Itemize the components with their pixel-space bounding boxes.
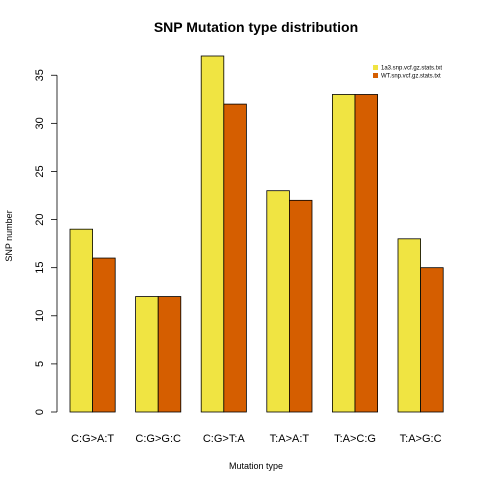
y-tick-label: 30 [34,117,46,129]
bars [69,55,444,413]
bar [157,296,182,413]
legend: 1a3.snp.vcf.gz.stats.txt WT.snp.vcf.gz.st… [373,65,442,80]
legend-swatch [373,73,378,78]
y-axis-label: SNP number [4,210,14,261]
bar [200,55,225,413]
x-tick-label: C:G>G:C [135,433,181,445]
y-tick-label: 20 [34,213,46,225]
bar [92,257,116,413]
bar [288,199,313,413]
y-tick-label: 0 [34,409,46,415]
bar [223,103,247,413]
legend-swatch [373,65,378,70]
legend-label: 1a3.snp.vcf.gz.stats.txt [381,66,442,72]
y-tick-label: 25 [34,165,46,177]
x-tick-label: T:A>G:C [400,433,442,445]
bar [266,190,290,413]
x-tick-label: T:A>A:T [270,433,310,445]
x-tick-label: C:G>T:A [203,433,246,445]
y-tick-label: 35 [34,69,46,81]
x-tick-labels: C:G>A:T C:G>G:C C:G>T:A T:A>A:T T:A>C:G T:A>G… [71,433,442,445]
bar [397,238,422,413]
bar [420,267,444,413]
y-axis: 0 5 10 15 20 25 30 35 [34,69,58,415]
bar [354,94,379,413]
x-tick-label: T:A>C:G [334,433,376,445]
bar [331,94,356,413]
chart-title: SNP Mutation type distribution [154,19,358,35]
legend-label: WT.snp.vcf.gz.stats.txt [381,74,441,80]
x-axis-label: Mutation type [229,461,283,471]
x-tick-label: C:G>A:T [71,433,114,445]
bar [69,228,94,413]
y-tick-label: 5 [34,361,46,367]
y-tick-label: 15 [34,262,46,274]
bar [135,296,159,413]
y-tick-label: 10 [34,310,46,322]
